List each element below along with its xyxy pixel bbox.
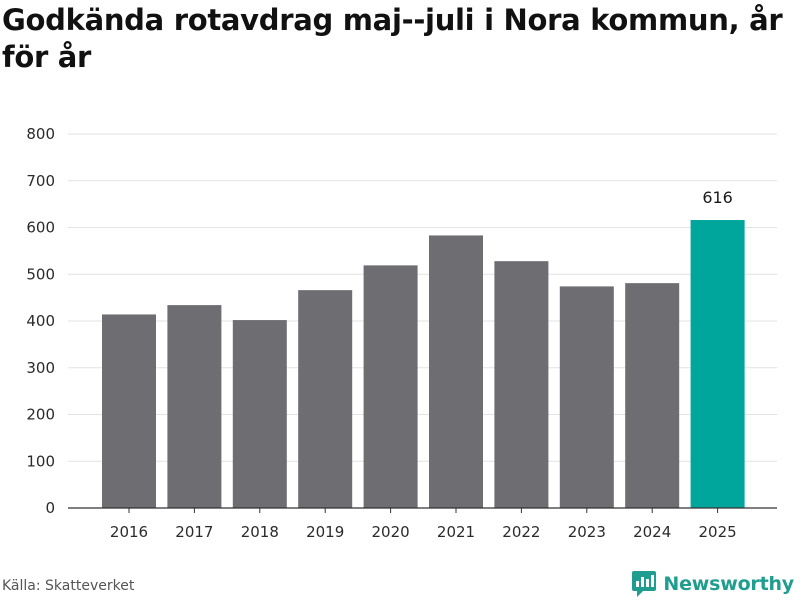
axes <box>68 507 777 513</box>
x-tick-label: 2025 <box>699 523 737 541</box>
bar-2020[interactable] <box>363 265 418 508</box>
y-tick-label: 100 <box>26 452 55 470</box>
x-tick-label: 2024 <box>633 523 671 541</box>
x-tick-label: 2019 <box>306 523 344 541</box>
bar-2023[interactable] <box>559 286 614 508</box>
data-label: 616 <box>702 188 733 207</box>
bar-2018[interactable] <box>232 320 287 508</box>
y-tick-label: 700 <box>26 172 55 190</box>
bar-2021[interactable] <box>429 235 483 508</box>
bar-2024[interactable] <box>625 283 680 508</box>
x-tick-label: 2016 <box>110 523 148 541</box>
y-tick-label: 600 <box>26 219 55 237</box>
x-tick-label: 2023 <box>568 523 606 541</box>
source-note: Källa: Skatteverket <box>2 578 135 594</box>
labels: 0 100 200 300 400 500 600 700 800 2016 2017 2018 201… <box>26 125 736 541</box>
y-tick-label: 0 <box>45 499 55 517</box>
y-tick-label: 800 <box>26 125 55 143</box>
bar-2025[interactable] <box>690 220 745 508</box>
y-tick-label: 300 <box>26 359 55 377</box>
y-tick-label: 400 <box>26 312 55 330</box>
y-tick-label: 500 <box>26 265 55 283</box>
x-tick-label: 2021 <box>437 523 475 541</box>
x-tick-label: 2020 <box>372 523 410 541</box>
x-tick-label: 2017 <box>175 523 213 541</box>
bar-2022[interactable] <box>494 261 549 508</box>
brand-logo[interactable]: Newsworthy <box>631 570 794 598</box>
brand-name: Newsworthy <box>663 573 794 595</box>
y-tick-label: 200 <box>26 406 55 424</box>
x-tick-label: 2018 <box>241 523 279 541</box>
bar-chart-speech-bubble-icon <box>632 571 657 597</box>
x-tick-label: 2022 <box>502 523 540 541</box>
bars <box>102 220 745 508</box>
bar-2017[interactable] <box>167 305 222 508</box>
bar-2016[interactable] <box>102 314 156 508</box>
bar-2019[interactable] <box>298 290 353 508</box>
chart-title: Godkända rotavdrag maj--juli i Nora komm… <box>2 3 783 74</box>
